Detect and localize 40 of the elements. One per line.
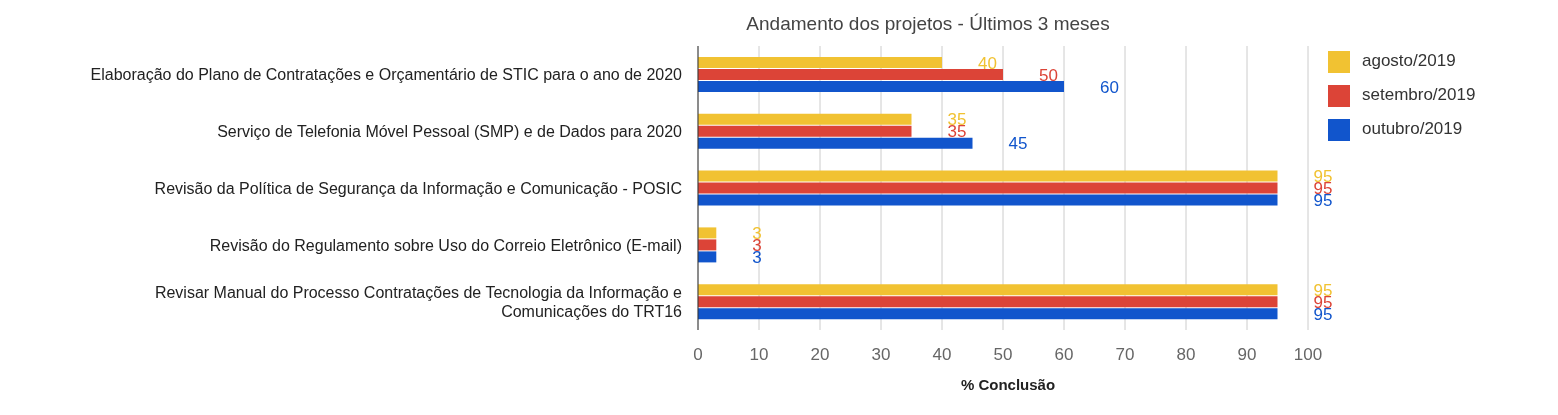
chart-title: Andamento dos projetos - Últimos 3 meses [745,12,1111,36]
y-tick-label: Elaboração do Plano de Contratações e Orçamentário de STIC para o ano de 2020 [90,65,683,83]
x-tick-label: 20 [810,345,830,365]
bar [698,113,912,125]
x-tick-label: 30 [871,345,891,365]
bar [698,227,717,239]
bar [698,69,1003,80]
x-tick-label: 40 [932,345,952,365]
data-label: 45 [1008,134,1028,154]
legend-label: agosto/2019 [1362,51,1456,70]
y-tick-label: Serviço de Telefonia Móvel Pessoal (SMP) e de Dados para 2020 [217,122,683,140]
x-tick-label: 10 [749,345,769,365]
x-tick-label: 90 [1237,345,1257,365]
bar [698,284,1278,296]
bar [698,308,1278,320]
bar [698,125,912,137]
data-label: 50 [1039,65,1058,85]
x-tick-label: 80 [1176,345,1196,365]
y-tick-label: Revisão da Política de Segurança da Informação e Comunicação - POSIC [154,179,682,197]
y-tick-label: Revisão do Regulamento sobre Uso do Correio Eletrônico (E-mail) [209,236,682,254]
x-tick-label: 60 [1054,345,1074,365]
bar [698,239,717,251]
data-label: 60 [1100,77,1119,97]
x-axis-title: % Conclusão [959,376,1057,393]
legend-label: outubro/2019 [1362,119,1463,138]
bar [698,170,1278,182]
data-label: 40 [978,53,997,73]
x-tick-label: 70 [1115,345,1135,365]
x-tick-label: 50 [993,345,1013,365]
legend-label: setembro/2019 [1362,85,1476,104]
bar [698,137,973,149]
bar [698,182,1278,194]
y-tick-label: Revisar Manual do Processo Contratações de Tecnologia da Informação e Comunicações do TRT16 [154,283,683,320]
bar [698,57,942,68]
x-tick-label: 100 [1293,345,1323,365]
x-tick-label: 0 [693,345,703,365]
bar [698,296,1278,308]
bar [698,251,717,263]
bar [698,81,1064,92]
bar [698,194,1278,206]
